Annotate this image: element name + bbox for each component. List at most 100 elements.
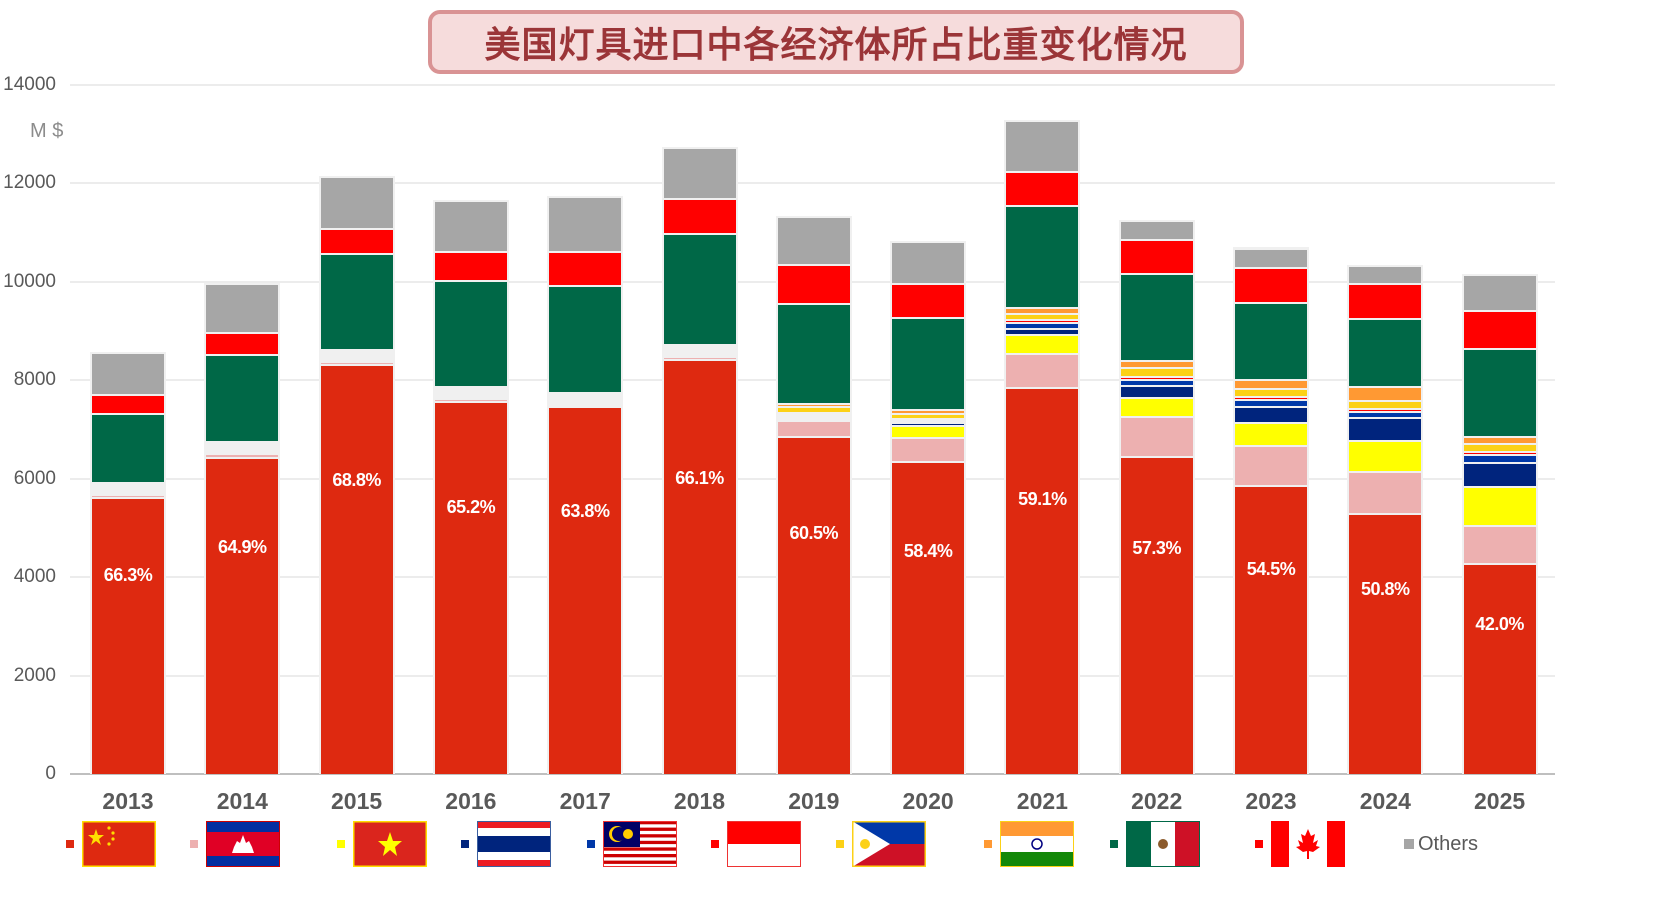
stacked-bar-2022 [1118,219,1195,774]
bar-segment-vietnam [1463,485,1536,525]
bar-segment-cambodia [777,420,850,436]
legend-item-canada[interactable] [1255,820,1345,868]
legend-swatch [836,840,844,848]
bar-segment-malaysia [777,414,850,417]
bar-segment-canada [1349,283,1422,319]
bar-segment-indonesia [777,412,850,415]
bar-segment-cambodia [892,436,965,461]
bar-segment-malaysia [1120,378,1193,385]
bar-segment-philippines [892,412,965,419]
bar-segment-philippines [1006,312,1079,319]
legend-item-thailand[interactable] [461,820,551,868]
bar-segment-vietnam [1006,333,1079,354]
stacked-bar-2020 [890,240,967,774]
y-tick-label: 8000 [13,369,56,391]
legend-item-philippines[interactable] [836,820,926,868]
others-swatch-icon [1404,839,1414,849]
vietnam-flag-icon [353,821,427,867]
bar-segment-mexico [549,284,622,392]
bar-segment-india [892,408,965,413]
bar-segment-indonesia [1006,318,1079,322]
china-share-label: 66.3% [103,564,153,585]
bar-segment-others [320,176,393,228]
legend-item-china[interactable] [66,820,156,868]
bar-segment-philippines [206,443,279,446]
bar-segment-canada [320,227,393,254]
bar-segment-others [777,216,850,265]
china-share-label: 63.8% [560,500,610,521]
bar-segment-mexico [777,303,850,404]
bar-segment-mexico [1006,204,1079,308]
legend-swatch [190,840,198,848]
stacked-bar-2024 [1347,265,1424,774]
legend-swatch [1255,840,1263,848]
bar-segment-china [777,436,850,774]
bar-segment-mexico [663,233,736,345]
bar-segment-malaysia [1463,454,1536,463]
bar-segment-india [434,386,507,389]
stacked-bar-2015 [318,176,395,774]
bar-segment-cambodia [434,398,507,402]
legend-item-mexico[interactable] [1110,820,1200,868]
bar-segment-india [206,441,279,444]
bar-segment-mexico [434,280,507,387]
legend-item-cambodia[interactable] [190,820,280,868]
stacked-bar-2014 [204,283,281,774]
x-axis-label: 2013 [102,788,154,814]
bar-segment-canada [663,197,736,234]
bar-segment-cambodia [1463,524,1536,564]
bar-segment-malaysia [549,397,622,400]
bar-segment-china [92,497,164,774]
canada-flag-icon [1271,821,1345,867]
bar-segment-others [1463,274,1536,310]
bar-segment-mexico [1349,318,1422,386]
legend-item-vietnam[interactable] [337,820,427,868]
bar-segment-canada [892,283,965,317]
legend-swatch [587,840,595,848]
bar-segment-malaysia [663,350,736,353]
china-share-label: 50.8% [1361,578,1410,599]
bar-segment-thailand [320,356,393,359]
bar-segment-china [549,406,622,774]
bar-segment-indonesia [549,395,622,398]
y-tick-label: 2000 [13,664,56,686]
legend-item-indonesia[interactable] [711,820,801,868]
bar-segment-vietnam [320,358,393,361]
bar-segment-thailand [663,352,736,355]
legend-item-malaysia[interactable] [587,820,677,868]
gridline [70,182,1555,185]
china-share-label: 60.5% [789,522,839,543]
chart-title: 美国灯具进口中各经济体所占比重变化情况 [484,25,1188,66]
legend-item-india[interactable] [984,820,1074,868]
thailand-flag-icon [477,821,551,867]
bar-segment-indonesia [892,418,965,421]
legend-swatch [711,840,719,848]
bar-segment-cambodia [1349,471,1422,514]
y-tick-label: 12000 [3,172,56,194]
bar-segment-canada [1006,171,1079,205]
bar-segment-indonesia [206,445,279,448]
bar-segment-india [1006,307,1079,313]
bar-segment-china [434,401,507,774]
bar-segment-thailand [1120,384,1193,397]
bar-segment-vietnam [1120,396,1193,417]
x-axis-label: 2019 [788,788,840,814]
bar-segment-china [1349,513,1422,774]
bar-segment-thailand [434,394,507,397]
china-share-label: 65.2% [446,497,496,518]
bar-segment-others [206,283,279,332]
china-share-label: 54.5% [1246,558,1296,579]
bar-segment-canada [206,331,279,354]
x-axis-label: 2025 [1474,788,1526,814]
bar-segment-indonesia [1463,451,1536,455]
x-axis-label: 2021 [1016,788,1068,814]
india-flag-icon [1000,821,1074,867]
bar-segment-malaysia [206,447,279,450]
bar-segment-philippines [92,484,164,487]
stacked-bar-2013 [90,351,166,774]
bar-segment-china [1006,386,1079,774]
y-tick-label: 10000 [3,270,56,292]
legend-item-others[interactable]: Others [1404,820,1478,868]
bar-segment-indonesia [1120,375,1193,379]
bar-segment-mexico [1120,273,1193,361]
